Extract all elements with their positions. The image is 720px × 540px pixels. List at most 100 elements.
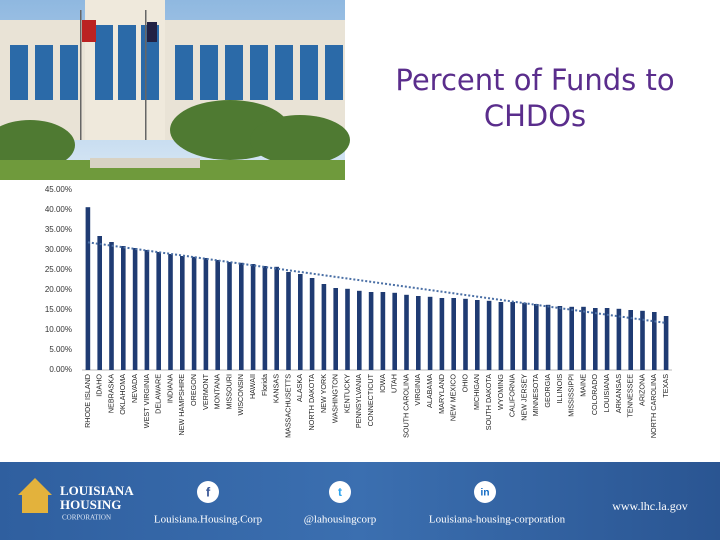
logo-text: HOUSING (60, 497, 121, 512)
x-tick-label: DELAWARE (154, 374, 163, 414)
svg-text:in: in (481, 488, 490, 499)
x-tick-label: MISSISSIPPI (567, 374, 576, 417)
logo-text: CORPORATION (62, 514, 111, 522)
bar (357, 290, 362, 370)
linkedin-link[interactable]: Louisiana-housing-corporation (429, 514, 566, 526)
bar (640, 310, 645, 370)
x-tick-label: SOUTH CAROLINA (401, 374, 410, 438)
bar (191, 256, 197, 370)
x-tick-label: CONNECTICUT (366, 373, 375, 426)
x-tick-label: NEW HAMPSHIRE (177, 374, 186, 436)
x-tick-label: WASHINGTON (331, 374, 340, 423)
x-tick-label: LOUISIANA (602, 374, 611, 413)
bar (557, 306, 563, 370)
x-tick-label: MAINE (578, 374, 587, 397)
twitter-link[interactable]: @lahousingcorp (304, 514, 377, 526)
x-tick-label: TENNESSEE (626, 374, 635, 418)
bar (628, 310, 633, 370)
bar (144, 250, 150, 370)
bar (404, 294, 409, 370)
x-tick-label: VIRGINIA (413, 374, 422, 406)
x-tick-label: COLORADO (590, 374, 599, 416)
x-tick-label: IOWA (378, 374, 387, 393)
x-tick-label: KENTUCKY (342, 374, 351, 413)
bar (309, 278, 315, 370)
bar (168, 254, 173, 370)
x-tick-label: Florida (260, 374, 269, 396)
bar (298, 274, 303, 370)
bar (498, 302, 504, 370)
bar (451, 298, 456, 370)
photo (0, 0, 350, 180)
x-tick-label: MARYLAND (437, 374, 446, 414)
facebook-icon[interactable] (197, 481, 219, 503)
bar (663, 316, 669, 370)
x-tick-label: NORTH CAROLINA (649, 374, 658, 438)
trendline (87, 241, 667, 324)
x-tick-label: INDIANA (165, 374, 174, 403)
x-tick-label: WISCONSIN (236, 374, 245, 416)
x-tick-label: OREGON (189, 374, 198, 406)
x-tick-label: RHODE ISLAND (83, 374, 92, 428)
x-tick-label: MICHIGAN (472, 374, 481, 410)
y-tick-label: 20.00% (45, 285, 72, 294)
bar (345, 288, 350, 370)
x-tick-label: NEBRASKA (106, 374, 115, 413)
bar (510, 302, 515, 370)
x-tick-label: MISSOURI (224, 374, 233, 410)
bar (545, 304, 551, 370)
x-tick-label: NORTH DAKOTA (307, 374, 316, 431)
y-tick-label: 10.00% (45, 325, 72, 334)
x-tick-label: NEW MEXICO (449, 374, 458, 422)
bar (439, 298, 445, 370)
x-tick-label: ARIZONA (637, 374, 646, 406)
bar (616, 308, 622, 370)
x-tick-label: WYOMING (496, 374, 505, 410)
x-tick-label: VERMONT (201, 373, 210, 410)
x-tick-label: MONTANA (213, 374, 222, 410)
x-tick-label: OHIO (460, 374, 469, 393)
bar (427, 296, 433, 370)
bar (368, 292, 374, 370)
logo-text: LOUISIANA (60, 483, 134, 498)
footer: LOUISIANA HOUSING CORPORATION f t in Lou… (0, 462, 720, 540)
x-tick-label: MINNESOTA (531, 374, 540, 416)
x-tick-label: MASSACHUSETTS (283, 374, 292, 438)
bar (262, 266, 268, 370)
x-tick-label: ARKANSAS (614, 374, 623, 413)
bar (581, 306, 586, 370)
bar (534, 304, 539, 370)
x-tick-label: ALASKA (295, 374, 304, 402)
svg-text:f: f (206, 484, 211, 499)
bar (121, 246, 126, 370)
bar (392, 292, 397, 370)
bar (486, 300, 492, 370)
x-tick-label: NEVADA (130, 374, 139, 403)
x-tick-label: NEW JERSEY (519, 374, 528, 421)
bar (604, 308, 610, 370)
twitter-icon[interactable] (329, 481, 351, 503)
x-tick-label: ALABAMA (425, 374, 434, 408)
x-tick-label: IDAHO (95, 374, 104, 397)
bar (97, 236, 102, 370)
x-tick-label: CALIFORNIA (508, 374, 517, 417)
facebook-link[interactable]: Louisiana.Housing.Corp (154, 514, 263, 526)
y-tick-label: 15.00% (45, 305, 72, 314)
y-tick-label: 30.00% (45, 245, 72, 254)
bar (203, 258, 209, 370)
y-tick-label: 0.00% (49, 365, 72, 374)
x-tick-label: WEST VIRGINIA (142, 374, 151, 428)
chart-title: Percent of Funds to CHDOs (395, 63, 675, 133)
y-tick-label: 45.00% (45, 185, 72, 194)
y-tick-label: 25.00% (45, 265, 72, 274)
x-tick-label: UTAH (390, 374, 399, 393)
bar (593, 308, 598, 370)
bar (475, 300, 480, 370)
linkedin-icon[interactable] (474, 481, 496, 503)
x-tick-label: TEXAS (661, 374, 670, 398)
bar (156, 252, 161, 370)
website-link[interactable]: www.lhc.la.gov (612, 499, 688, 513)
bar (215, 260, 220, 370)
x-tick-label: KANSAS (272, 374, 281, 403)
